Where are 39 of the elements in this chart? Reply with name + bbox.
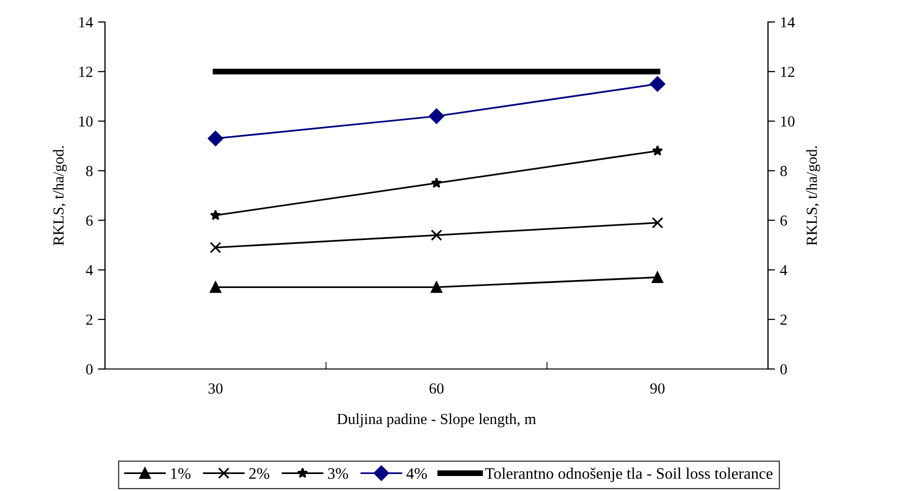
point [210, 210, 221, 220]
y2-tick-label: 4 [780, 265, 788, 276]
y2-tick-label: 8 [780, 166, 787, 176]
point [652, 217, 664, 228]
point [210, 282, 222, 293]
point [208, 130, 224, 146]
y2-axis-title: RKLS, t/ha/god. [806, 146, 820, 246]
legend-label: 3% [328, 468, 348, 479]
x-tick-label: 60 [430, 383, 444, 394]
y2-tick-label: 0 [780, 364, 787, 374]
y-tick-label: 0 [86, 364, 93, 374]
x-axis-title: Duljina padine - Slope length, m [337, 413, 536, 428]
point [431, 177, 442, 188]
point [652, 272, 664, 283]
y2-tick-label: 2 [780, 314, 787, 325]
legend-label: 4% [406, 468, 427, 479]
y-axis-title: RKLS, t/ha/god. [52, 146, 67, 246]
legend-label: Tolerantno odnošenje tla - Soil loss tolerance [485, 468, 772, 482]
y2-tick-label: 6 [780, 215, 787, 226]
point [428, 108, 444, 124]
y-tick-label: 2 [86, 314, 92, 325]
point [650, 76, 666, 92]
y-tick-label: 4 [86, 265, 93, 276]
y2-tick-label: 10 [781, 116, 794, 127]
point [430, 229, 442, 241]
y-tick-label: 8 [86, 166, 93, 176]
y2-tick-label: 12 [781, 66, 794, 77]
y-tick-label: 6 [86, 215, 93, 226]
y-tick-label: 10 [79, 116, 93, 127]
point [430, 282, 442, 293]
y-tick-label: 14 [79, 17, 93, 28]
point [210, 242, 222, 254]
legend-label: 1% [171, 468, 190, 479]
x-tick-label: 30 [208, 383, 223, 394]
y-tick-label: 12 [79, 66, 92, 77]
point [652, 145, 663, 156]
x-tick-label: 90 [650, 383, 665, 394]
legend-label: 2% [249, 468, 270, 479]
y2-tick-label: 14 [781, 17, 795, 28]
